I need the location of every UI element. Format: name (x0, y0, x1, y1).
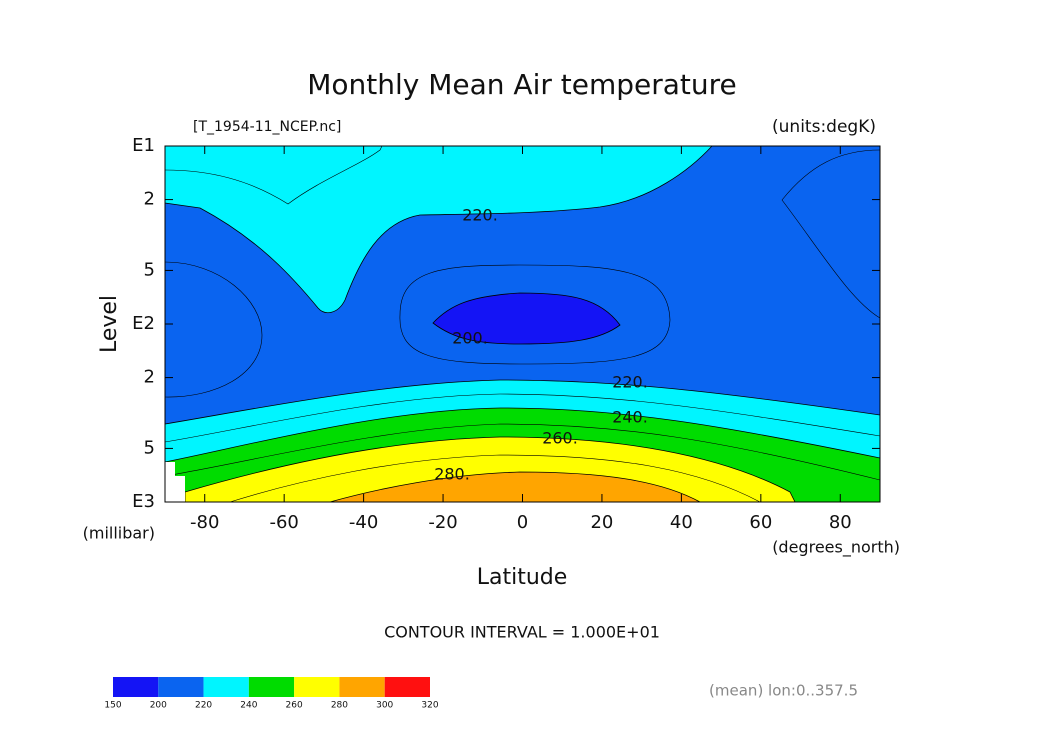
footnote: (mean) lon:0..357.5 (709, 682, 858, 700)
colorbar-label: 200 (150, 701, 167, 711)
colorbar-swatch (113, 677, 159, 697)
contour-label: 260. (542, 429, 578, 448)
x-tick-label: 80 (829, 512, 852, 533)
contour-label: 220. (462, 206, 498, 225)
x-tick-label: 60 (749, 512, 772, 533)
x-tick-label: 40 (670, 512, 693, 533)
contour-line (164, 393, 881, 443)
contour-label: 200. (452, 329, 488, 348)
x-unit: (degrees_north) (772, 538, 900, 558)
colorbar-label: 240 (240, 701, 257, 711)
missing (165, 462, 185, 502)
colorbar-swatch (158, 677, 204, 697)
y-unit: (millibar) (83, 524, 155, 543)
contour-line (164, 145, 383, 205)
contour-fill (164, 145, 713, 314)
contour-line (399, 264, 671, 365)
y-tick-label: 2 (144, 367, 155, 388)
contour-line (164, 423, 881, 481)
y-tick-label: E3 (132, 491, 155, 512)
subtitle: [T_1954-11_NCEP.nc] (193, 119, 341, 135)
y-tick-label: 5 (144, 437, 155, 458)
chart-title: Monthly Mean Air temperature (307, 68, 737, 101)
colorbar-label: 260 (286, 701, 303, 711)
colorbar-label: 280 (331, 701, 348, 711)
colorbar-swatch (384, 677, 430, 697)
x-tick-label: -60 (269, 512, 298, 533)
x-tick-label: -40 (349, 512, 378, 533)
colorbar-label: 150 (104, 701, 121, 711)
contour-fill (432, 292, 621, 345)
colorbar-swatch (248, 677, 295, 697)
y-tick-label: E2 (132, 313, 155, 334)
colorbar-swatch (339, 677, 385, 697)
x-tick-label: 0 (517, 512, 528, 533)
y-axis-label: Level (97, 295, 122, 353)
colorbar-label: 320 (421, 701, 438, 711)
x-tick-label: -20 (428, 512, 457, 533)
x-tick-label: 20 (590, 512, 613, 533)
colorbar-label: 300 (376, 701, 393, 711)
x-tick-label: -80 (190, 512, 219, 533)
y-tick-label: 5 (144, 259, 155, 280)
contour-interval: CONTOUR INTERVAL = 1.000E+01 (384, 623, 660, 642)
contour-fill (329, 471, 701, 503)
contour-line (164, 261, 263, 398)
contour-label: 220. (612, 373, 648, 392)
y-tick-label: E1 (132, 135, 155, 156)
x-axis-label: Latitude (477, 565, 568, 590)
contour-line (781, 149, 881, 319)
colorbar-label: 220 (195, 701, 212, 711)
contour-label: 280. (434, 465, 470, 484)
units: (units:degK) (772, 117, 876, 137)
contour-line (229, 454, 761, 503)
colorbar-swatch (203, 677, 249, 697)
y-tick-label: 2 (144, 189, 155, 210)
colorbar-swatch (294, 677, 340, 697)
contour-label: 240. (612, 408, 648, 427)
